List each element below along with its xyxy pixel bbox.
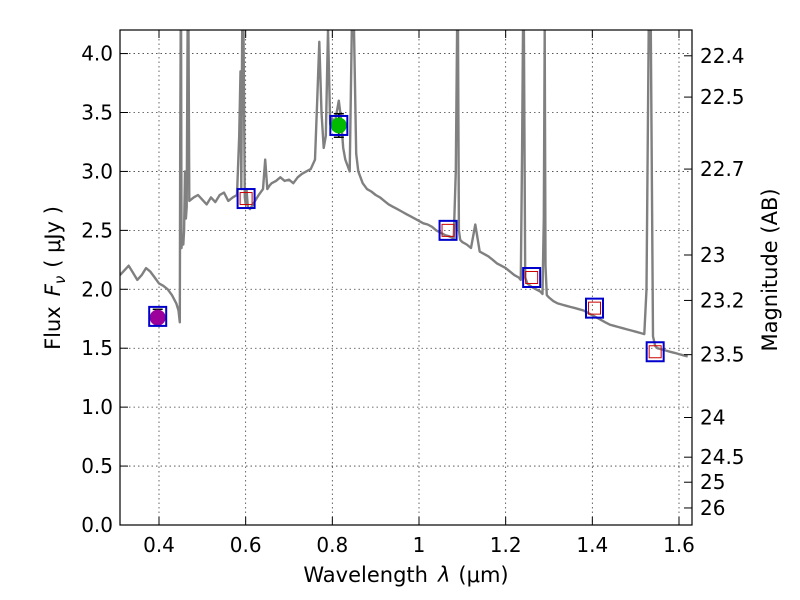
- plot-frame: [119, 29, 693, 526]
- y-tick-label: 4.0: [81, 42, 113, 66]
- model-point: [585, 297, 604, 319]
- y2-tick-label: 26: [700, 496, 725, 520]
- y2-tick-label: 22.4: [700, 44, 745, 68]
- y2-tick-label: 23: [700, 243, 725, 267]
- y-axis-label-unit: ( μJy ): [41, 206, 65, 268]
- photometry-point: [149, 309, 166, 326]
- model-point: [522, 267, 542, 288]
- y-axis-label-var: F: [41, 283, 65, 296]
- y2-tick-label: 24.5: [700, 445, 745, 469]
- series-layer: [120, 30, 689, 363]
- y-tick-label: 1.0: [81, 395, 113, 419]
- x-axis-label-text: Wavelength: [303, 563, 428, 587]
- axes-layer: 0.4 0.6 0.8 1 1.2 1.4 1.6 0.0 0.5 1.0 1.5 2.0 2.5 3.0…: [81, 30, 745, 557]
- upper-limit-point: [441, 223, 455, 237]
- y-tick-label: 0.0: [81, 513, 113, 537]
- y-tick-label: 3.0: [81, 159, 113, 183]
- x-axis-label-unit: (μm): [458, 563, 508, 587]
- x-axis-label: Wavelength λ (μm): [303, 563, 508, 587]
- y-tick-label: 0.5: [81, 454, 113, 478]
- model-point: [236, 188, 256, 210]
- y-tick-label: 3.5: [81, 101, 113, 125]
- y-tick-label: 2.0: [81, 277, 113, 301]
- y2-tick-label: 23.2: [700, 288, 745, 312]
- x-tick-label: 0.4: [143, 533, 175, 557]
- grid-lines: [120, 30, 692, 526]
- upper-limit-point: [588, 301, 601, 315]
- model-point: [148, 305, 168, 327]
- upper-limit-point: [239, 192, 253, 206]
- y2-tick-label: 24: [700, 406, 725, 430]
- model-point: [645, 341, 665, 363]
- model-point: [438, 219, 458, 241]
- spectrum-line: [120, 30, 689, 358]
- x-tick-label: 1.4: [576, 533, 608, 557]
- x-tick-label: 0.8: [316, 533, 348, 557]
- x-tick-label: 0.6: [230, 533, 262, 557]
- y2-axis-label: Magnitude (AB): [758, 188, 782, 351]
- y2-tick-label: 23.5: [700, 343, 745, 367]
- y-tick-label: 2.5: [81, 218, 113, 242]
- y-axis-label-text: Flux: [41, 306, 65, 350]
- photometry-point: [330, 117, 347, 134]
- x-tick-label: 1: [413, 533, 426, 557]
- y-axis-label: Flux Fν ( μJy ): [41, 206, 69, 350]
- x-tick-label: 1.6: [663, 533, 695, 557]
- y2-tick-label: 25: [700, 470, 725, 494]
- y-axis-label-sub: ν: [51, 276, 69, 284]
- x-axis-label-var: λ: [437, 563, 450, 587]
- y-tick-label: 1.5: [81, 336, 113, 360]
- upper-limit-point: [648, 345, 662, 359]
- y2-tick-label: 22.5: [700, 85, 745, 109]
- upper-limit-point: [525, 271, 539, 284]
- y2-tick-label: 22.7: [700, 157, 745, 181]
- model-point: [329, 114, 349, 136]
- x-tick-label: 1.2: [490, 533, 522, 557]
